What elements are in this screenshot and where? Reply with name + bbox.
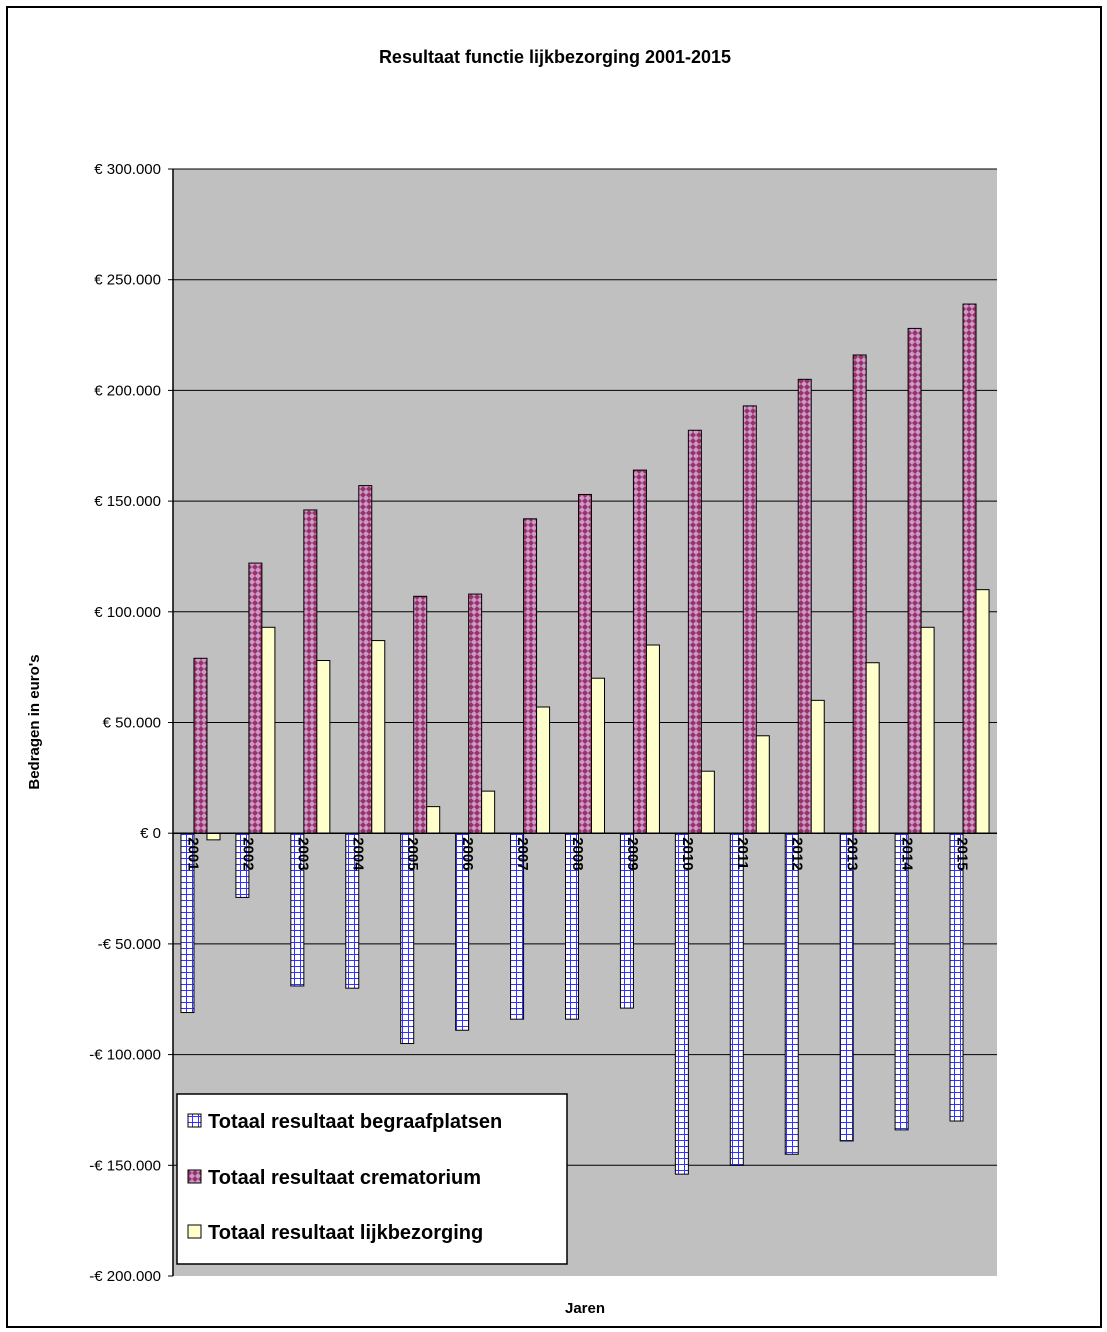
- x-category-label: 2007: [514, 837, 531, 870]
- bar-crematorium-2008: [579, 494, 592, 833]
- y-axis-title: Bedragen in euro's: [26, 654, 43, 789]
- bar-crematorium-2007: [524, 519, 537, 833]
- bar-lijkbezorging-2009: [646, 645, 659, 833]
- y-tick-label: -€ 200.000: [89, 1268, 161, 1285]
- bar-lijkbezorging-2012: [811, 700, 824, 833]
- bar-begraafplatsen-2013: [840, 833, 853, 1141]
- category-labels: 2001 2002 2003 2004 2005 2006 2007 2008 2009 2010…: [184, 837, 970, 871]
- y-tick-label: € 250.000: [94, 272, 161, 289]
- y-tick-label: € 200.000: [94, 382, 161, 399]
- bar-crematorium-2002: [249, 563, 262, 833]
- x-category-label: 2011: [734, 837, 751, 870]
- bar-crematorium-2009: [633, 470, 646, 833]
- bar-lijkbezorging-2015: [976, 590, 989, 834]
- bar-crematorium-2015: [963, 304, 976, 833]
- bar-crematorium-2001: [194, 658, 207, 833]
- bar-begraafplatsen-2014: [895, 833, 908, 1130]
- legend-label-lijkbezorging: Totaal resultaat lijkbezorging: [208, 1222, 483, 1244]
- bar-begraafplatsen-2015: [950, 833, 963, 1121]
- x-category-label: 2010: [679, 837, 696, 870]
- bar-lijkbezorging-2008: [592, 678, 605, 833]
- x-category-label: 2002: [239, 837, 256, 870]
- bar-lijkbezorging-2010: [701, 771, 714, 833]
- bar-lijkbezorging-2006: [482, 791, 495, 833]
- bar-lijkbezorging-2011: [756, 736, 769, 833]
- x-category-label: 2005: [404, 837, 421, 870]
- x-category-label: 2009: [624, 837, 641, 870]
- bar-lijkbezorging-2004: [372, 641, 385, 834]
- y-tick-label: -€ 100.000: [89, 1047, 161, 1064]
- bar-crematorium-2006: [469, 594, 482, 833]
- legend-swatch-crematorium: [188, 1170, 201, 1183]
- y-tick-label: € 0: [140, 825, 161, 842]
- chart-title: Resultaat functie lijkbezorging 2001-201…: [379, 47, 731, 67]
- x-category-label: 2003: [294, 837, 311, 870]
- bar-lijkbezorging-2005: [427, 807, 440, 834]
- y-tick-label: -€ 150.000: [89, 1157, 161, 1174]
- bar-lijkbezorging-2003: [317, 661, 330, 834]
- legend-label-begraafplatsen: Totaal resultaat begraafplatsen: [208, 1111, 502, 1133]
- y-tick-label: € 150.000: [94, 493, 161, 510]
- bar-crematorium-2013: [853, 355, 866, 833]
- x-category-label: 2013: [844, 837, 861, 870]
- y-tick-label: -€ 50.000: [98, 936, 161, 953]
- legend-swatch-lijkbezorging: [188, 1225, 201, 1238]
- bar-lijkbezorging-2013: [866, 663, 879, 833]
- x-category-label: 2012: [789, 837, 806, 870]
- bar-lijkbezorging-2002: [262, 627, 275, 833]
- x-category-label: 2001: [184, 837, 201, 870]
- y-tick-labels: € 300.000 € 250.000 € 200.000 € 150.000 € 10…: [89, 161, 161, 1285]
- bar-begraafplatsen-2012: [785, 833, 798, 1154]
- bar-lijkbezorging-2001: [207, 833, 220, 840]
- bar-lijkbezorging-2014: [921, 627, 934, 833]
- bar-crematorium-2003: [304, 510, 317, 833]
- bar-begraafplatsen-2011: [730, 833, 743, 1165]
- legend: Totaal resultaat begraafplatsen Totaal r…: [177, 1094, 567, 1264]
- bar-lijkbezorging-2007: [537, 707, 550, 833]
- bar-crematorium-2010: [688, 430, 701, 833]
- x-category-label: 2015: [954, 837, 971, 870]
- legend-label-crematorium: Totaal resultaat crematorium: [208, 1167, 481, 1189]
- legend-swatch-begraafplatsen: [188, 1114, 201, 1127]
- x-category-label: 2006: [459, 837, 476, 870]
- bar-crematorium-2011: [743, 406, 756, 833]
- y-tick-label: € 100.000: [94, 604, 161, 621]
- bar-begraafplatsen-2010: [675, 833, 688, 1174]
- bar-crematorium-2012: [798, 379, 811, 833]
- x-category-label: 2004: [349, 837, 366, 871]
- bar-crematorium-2005: [414, 596, 427, 833]
- x-category-label: 2008: [569, 837, 586, 870]
- y-tick-label: € 50.000: [103, 715, 161, 732]
- bar-crematorium-2014: [908, 328, 921, 833]
- y-tick-label: € 300.000: [94, 161, 161, 178]
- x-axis-title: Jaren: [565, 1300, 605, 1317]
- bar-crematorium-2004: [359, 486, 372, 834]
- x-category-label: 2014: [899, 837, 916, 871]
